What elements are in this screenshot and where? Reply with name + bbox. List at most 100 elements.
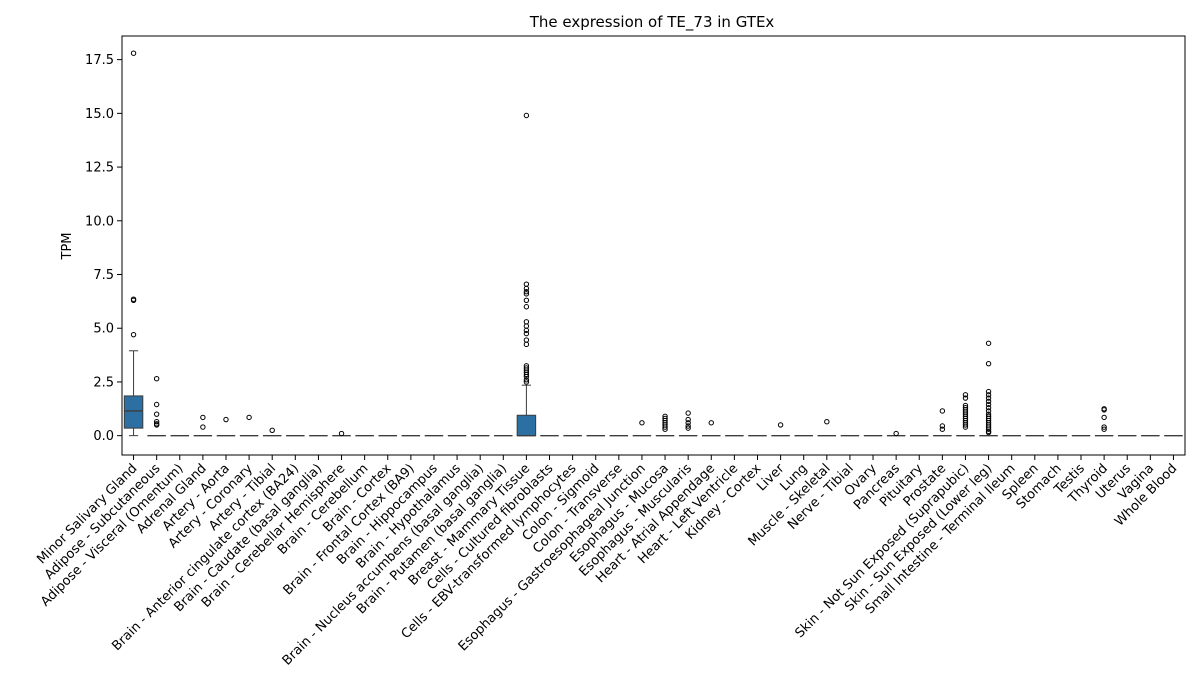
outlier-point (662, 424, 668, 430)
outlier-point (523, 304, 530, 310)
outlier-point (962, 422, 969, 428)
outlier-point (223, 416, 229, 423)
box-iqr (516, 414, 537, 437)
outlier-point (338, 430, 345, 437)
box-group (771, 422, 790, 437)
outlier-point (523, 330, 530, 337)
box-group (123, 50, 144, 437)
outlier-point (130, 50, 137, 56)
outlier-point (939, 423, 946, 429)
outlier-point (269, 427, 275, 433)
outlier-point (962, 392, 969, 398)
outlier-point (985, 340, 992, 346)
outlier-point (708, 420, 714, 426)
box-group (516, 112, 537, 437)
outlier-point (893, 430, 899, 437)
outlier-point (523, 377, 530, 383)
outlier-point (523, 319, 530, 325)
box-group (1094, 406, 1114, 437)
outlier-point (685, 425, 691, 431)
outlier-point (685, 423, 691, 429)
outlier-point (523, 327, 530, 334)
box-group (886, 430, 906, 437)
outlier-point (523, 373, 530, 380)
box-group (632, 420, 652, 437)
outlier-point (985, 429, 992, 436)
y-axis: 0.0 2.5 5.0 7.5 10.0 12.5 15.0 17.5 (85, 53, 122, 444)
chart-title: The expression of TE_73 in GTEx (529, 13, 775, 32)
outlier-point (246, 414, 252, 421)
outlier-point (962, 424, 969, 430)
box-group (262, 427, 282, 437)
outlier-point (985, 392, 992, 398)
outlier-point (985, 408, 992, 414)
outlier-point (685, 420, 691, 426)
box-group (147, 376, 166, 437)
box-group (332, 430, 351, 437)
outlier-point (523, 281, 530, 287)
outlier-point (1101, 414, 1107, 421)
boxes-layer (123, 50, 1183, 437)
outlier-point (777, 422, 784, 428)
outlier-point (200, 424, 206, 430)
box-group (933, 408, 952, 437)
outlier-point (153, 422, 160, 428)
outlier-point (639, 420, 645, 426)
outlier-point (662, 426, 668, 432)
outlier-point (685, 410, 691, 416)
outlier-point (523, 285, 530, 292)
outlier-point (153, 418, 160, 425)
outlier-point (130, 331, 137, 338)
y-tick-label: 2.5 (93, 375, 114, 390)
y-tick-label: 5.0 (93, 322, 114, 337)
outlier-point (985, 401, 992, 408)
box-group (702, 420, 721, 437)
outlier-point (824, 418, 830, 425)
y-axis-title: TPM (60, 233, 75, 261)
box-group (193, 414, 213, 437)
outlier-point (200, 414, 206, 421)
y-tick-label: 15.0 (85, 107, 114, 122)
box-group (956, 392, 975, 437)
outlier-point (939, 426, 946, 432)
outlier-point (939, 408, 946, 414)
outlier-point (523, 337, 530, 343)
outlier-point (1101, 407, 1107, 413)
outlier-point (985, 426, 992, 432)
outlier-point (962, 395, 969, 401)
box-group (216, 416, 236, 437)
y-tick-label: 10.0 (85, 214, 114, 229)
outlier-point (523, 291, 530, 297)
plot-frame (121, 35, 1186, 456)
y-tick-label: 0.0 (93, 429, 114, 444)
outlier-point (523, 371, 530, 378)
outlier-point (523, 112, 530, 119)
box-group (655, 413, 675, 437)
outlier-point (685, 416, 691, 423)
outlier-point (985, 405, 992, 411)
outlier-point (523, 297, 530, 303)
outlier-point (153, 401, 160, 408)
outlier-point (153, 376, 160, 382)
y-tick-label: 12.5 (85, 161, 114, 176)
box-group (239, 414, 259, 437)
box-group (678, 410, 698, 437)
outlier-point (523, 379, 530, 385)
box-group (817, 418, 837, 437)
outlier-point (1101, 426, 1107, 432)
outlier-point (523, 323, 530, 329)
outlier-point (523, 341, 530, 348)
y-tick-label: 17.5 (85, 53, 114, 68)
outlier-point (985, 395, 992, 401)
y-tick-label: 7.5 (93, 268, 114, 283)
box-iqr (123, 395, 144, 429)
outlier-point (523, 288, 530, 295)
outlier-point (985, 360, 992, 367)
outlier-point (153, 411, 160, 417)
box-group (979, 340, 998, 437)
outlier-point (1101, 424, 1107, 430)
outlier-point (130, 297, 137, 303)
